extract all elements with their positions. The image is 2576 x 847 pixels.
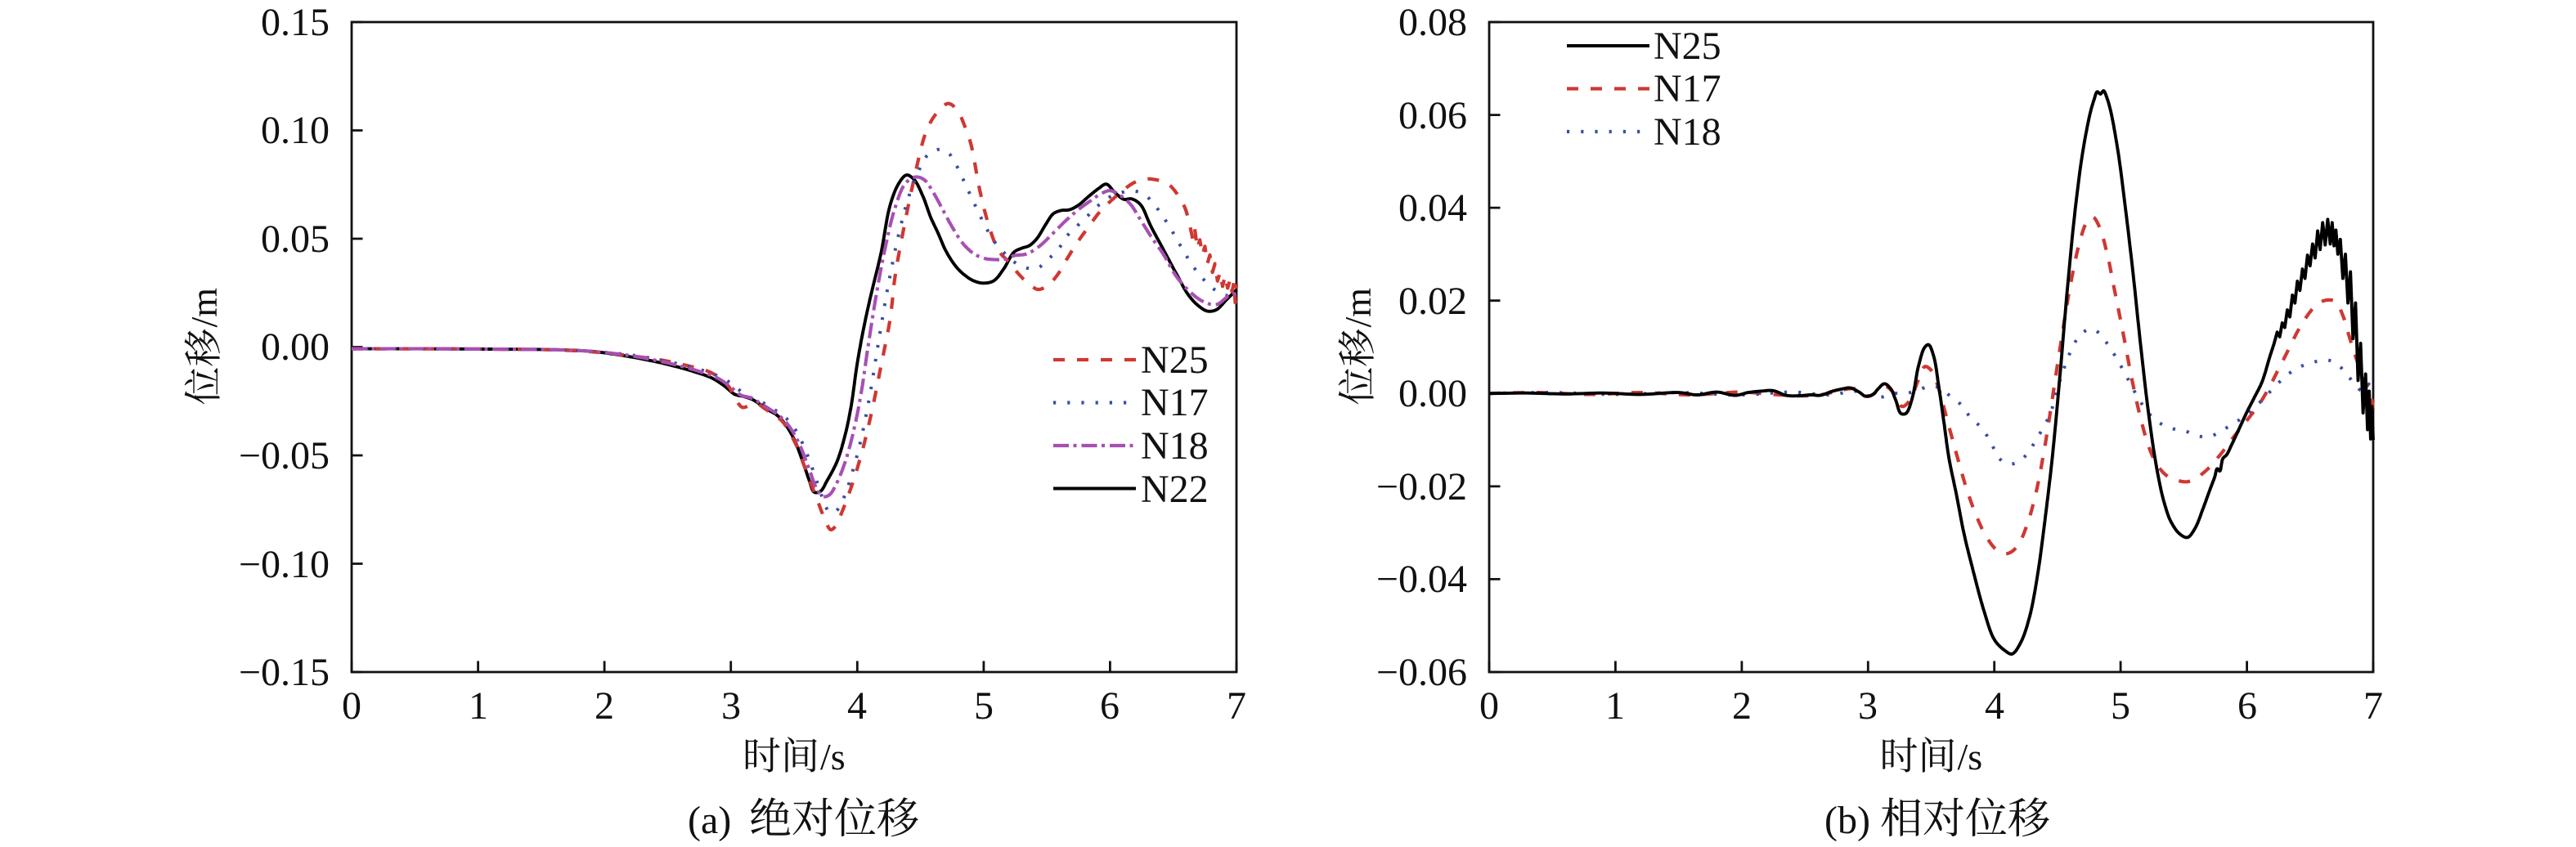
svg-text:−0.10: −0.10 — [239, 543, 330, 586]
svg-text:0.10: 0.10 — [261, 109, 330, 152]
svg-text:0.02: 0.02 — [1398, 280, 1467, 323]
svg-text:/m: /m — [1337, 288, 1379, 328]
svg-text:4: 4 — [1985, 684, 2004, 728]
svg-text:0.00: 0.00 — [1398, 372, 1467, 415]
svg-text:N18: N18 — [1654, 110, 1721, 154]
svg-text:/m: /m — [183, 288, 225, 328]
svg-text:−0.05: −0.05 — [239, 434, 330, 477]
svg-text:−0.04: −0.04 — [1376, 558, 1467, 601]
svg-text:/s: /s — [820, 736, 846, 778]
svg-text:0.04: 0.04 — [1398, 186, 1467, 230]
svg-text:N25: N25 — [1141, 338, 1209, 382]
svg-text:N25: N25 — [1654, 25, 1721, 68]
svg-text:0: 0 — [342, 684, 361, 728]
svg-text:1: 1 — [1605, 684, 1625, 728]
svg-text:0.08: 0.08 — [1398, 1, 1467, 44]
svg-text:7: 7 — [1227, 684, 1246, 728]
svg-text:3: 3 — [721, 684, 741, 728]
svg-text:N17: N17 — [1654, 67, 1721, 110]
svg-text:N18: N18 — [1141, 424, 1209, 468]
svg-text:6: 6 — [1100, 684, 1120, 728]
svg-text:2: 2 — [1732, 684, 1752, 728]
svg-text:2: 2 — [595, 684, 614, 728]
svg-text:0.00: 0.00 — [261, 325, 330, 369]
svg-text:0.05: 0.05 — [261, 217, 330, 261]
svg-text:0.06: 0.06 — [1398, 94, 1467, 137]
svg-text:(b): (b) — [1824, 799, 1870, 842]
svg-text:3: 3 — [1858, 684, 1878, 728]
svg-text:−0.15: −0.15 — [239, 651, 330, 694]
svg-text:5: 5 — [974, 684, 994, 728]
svg-text:4: 4 — [847, 684, 867, 728]
svg-text:7: 7 — [2363, 684, 2383, 728]
svg-text:/s: /s — [1958, 736, 1983, 778]
svg-text:1: 1 — [469, 684, 488, 728]
svg-text:N17: N17 — [1141, 381, 1209, 424]
svg-text:(a): (a) — [688, 799, 731, 842]
svg-text:−0.06: −0.06 — [1376, 651, 1467, 694]
svg-text:5: 5 — [2111, 684, 2130, 728]
svg-text:N22: N22 — [1141, 468, 1209, 511]
svg-text:0.15: 0.15 — [261, 1, 330, 44]
svg-text:−0.02: −0.02 — [1376, 465, 1467, 509]
svg-text:6: 6 — [2237, 684, 2257, 728]
svg-text:0: 0 — [1479, 684, 1499, 728]
